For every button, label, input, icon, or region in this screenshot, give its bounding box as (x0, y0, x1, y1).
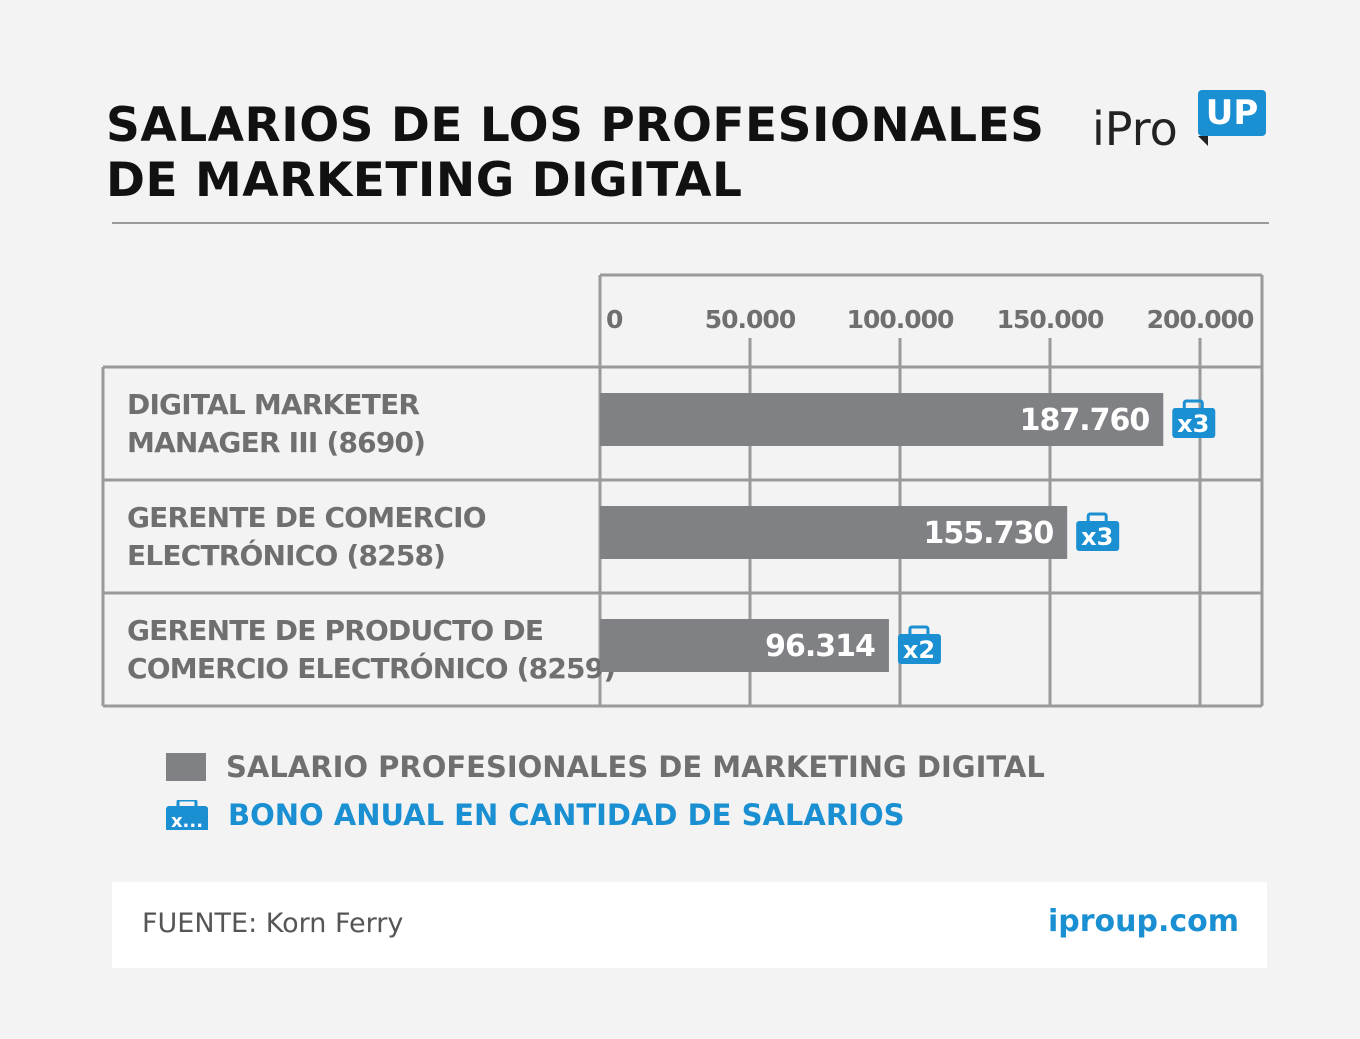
legend-salary: SALARIO PROFESIONALES DE MARKETING DIGIT… (166, 750, 1045, 784)
salary-bar (600, 619, 889, 672)
logo-badge: UP (1198, 90, 1266, 136)
salary-value-label: 96.314 (765, 629, 875, 664)
salary-value-label: 155.730 (924, 516, 1054, 551)
bonus-badge (1076, 521, 1120, 551)
briefcase-icon: x... (166, 800, 208, 830)
category-label: GERENTE DE PRODUCTO DE (127, 614, 543, 647)
logo-text: iPro (1092, 102, 1178, 156)
legend-bonus-label: BONO ANUAL EN CANTIDAD DE SALARIOS (228, 798, 905, 832)
chart-title: SALARIOS DE LOS PROFESIONALES DE MARKETI… (106, 98, 1045, 208)
bonus-badge (1172, 408, 1216, 438)
legend-bonus: x... BONO ANUAL EN CANTIDAD DE SALARIOS (166, 798, 905, 832)
title-line-2: DE MARKETING DIGITAL (106, 153, 743, 208)
salary-value-label: 187.760 (1020, 403, 1150, 438)
bonus-value-label: x2 (903, 636, 935, 664)
bonus-value-label: x3 (1081, 523, 1113, 551)
category-label: GERENTE DE COMERCIO (127, 501, 486, 534)
title-line-1: SALARIOS DE LOS PROFESIONALES (106, 98, 1045, 153)
bonus-value-label: x3 (1177, 410, 1209, 438)
iproup-logo: iPro UP (1092, 90, 1272, 160)
salary-bar (600, 506, 1068, 559)
category-label: COMERCIO ELECTRÓNICO (8259) (127, 651, 615, 685)
x-tick-label: 200.000 (1147, 305, 1254, 334)
category-label: ELECTRÓNICO (8258) (127, 538, 445, 572)
x-tick-label: 0 (606, 305, 623, 334)
bonus-badge (897, 634, 941, 664)
footer: FUENTE: Korn Ferry iproup.com (112, 882, 1267, 968)
legend-bonus-icon-text: x... (171, 811, 203, 830)
category-label: DIGITAL MARKETER (127, 388, 419, 421)
legend-salary-label: SALARIO PROFESIONALES DE MARKETING DIGIT… (226, 750, 1045, 784)
source-text: FUENTE: Korn Ferry (142, 908, 404, 939)
site-link[interactable]: iproup.com (1047, 904, 1239, 939)
x-tick-label: 100.000 (847, 305, 954, 334)
legend-salary-swatch (166, 753, 206, 781)
category-label: MANAGER III (8690) (127, 426, 425, 459)
salary-bar (600, 393, 1164, 446)
logo-badge-tail (1198, 136, 1208, 146)
x-tick-label: 150.000 (997, 305, 1104, 334)
title-divider (112, 222, 1269, 224)
x-tick-label: 50.000 (705, 305, 796, 334)
